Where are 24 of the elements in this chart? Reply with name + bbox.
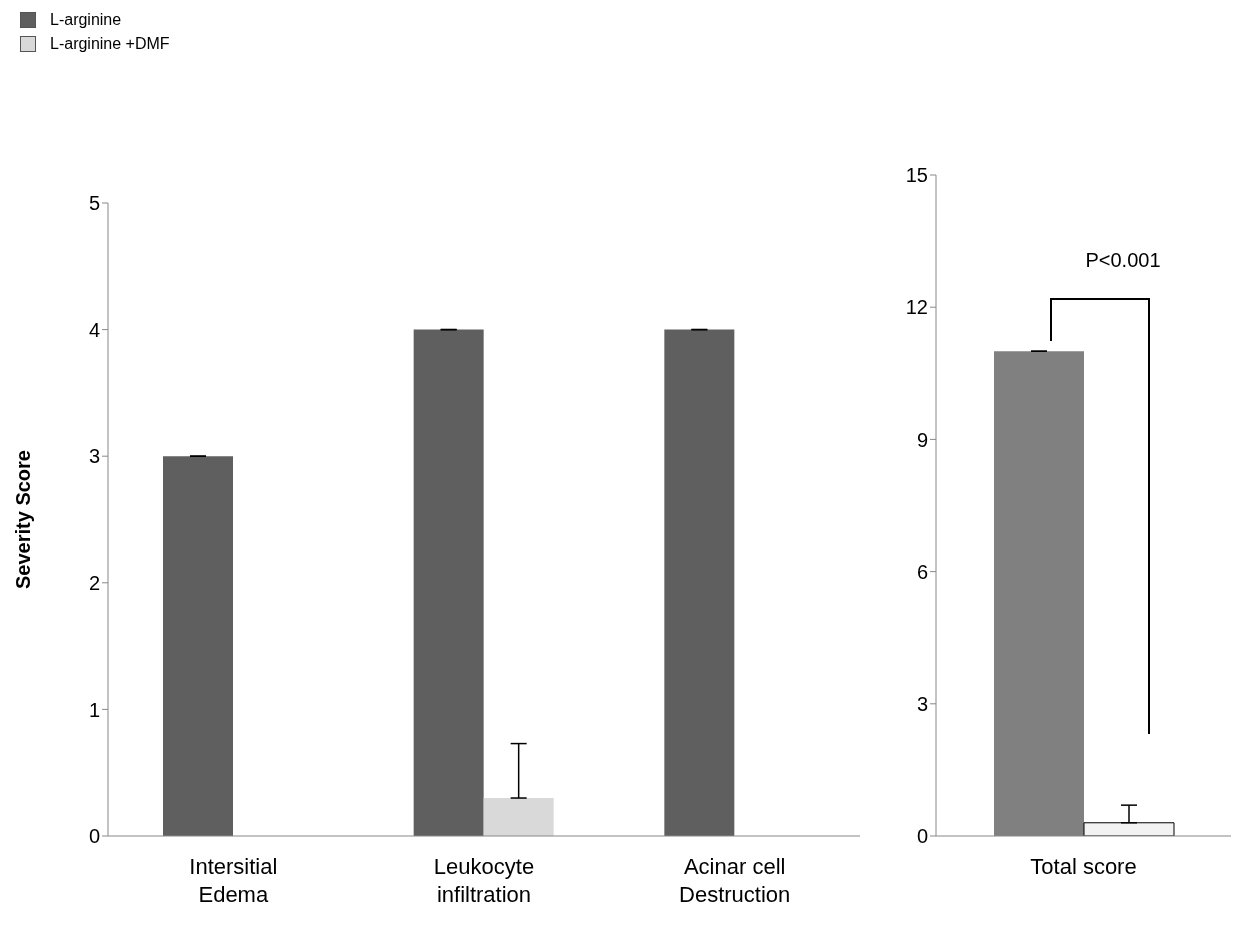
- y-tick-label: 15: [905, 164, 928, 187]
- x-tick-label: Intersitial Edema: [189, 854, 278, 907]
- y-tick-label: 9: [916, 428, 928, 451]
- bar: [483, 798, 554, 836]
- y-tick-label: 0: [916, 825, 928, 848]
- x-tick-label: Total score: [1030, 854, 1137, 879]
- y-axis-title: Severity Score: [12, 450, 35, 589]
- y-tick-label: 3: [88, 445, 100, 468]
- y-tick-label: 6: [916, 560, 928, 583]
- y-tick-label: 4: [88, 318, 100, 341]
- y-tick-label: 2: [88, 571, 100, 594]
- bar: [664, 329, 735, 836]
- bar: [413, 329, 484, 836]
- y-tick-label: 12: [905, 296, 928, 319]
- legend-label: L-arginine: [50, 11, 122, 29]
- x-tick-label: Leukocyte infiltration: [433, 854, 535, 907]
- y-tick-label: 5: [88, 192, 100, 215]
- y-tick-label: 0: [88, 825, 100, 848]
- annotation: P<0.001: [1084, 249, 1162, 272]
- y-tick-label: 1: [88, 698, 100, 721]
- bar: [163, 456, 233, 836]
- x-tick-label: Acinar cell Destruction: [679, 854, 791, 907]
- legend-label: L-arginine +DMF: [50, 35, 170, 53]
- y-tick-label: 3: [916, 692, 928, 715]
